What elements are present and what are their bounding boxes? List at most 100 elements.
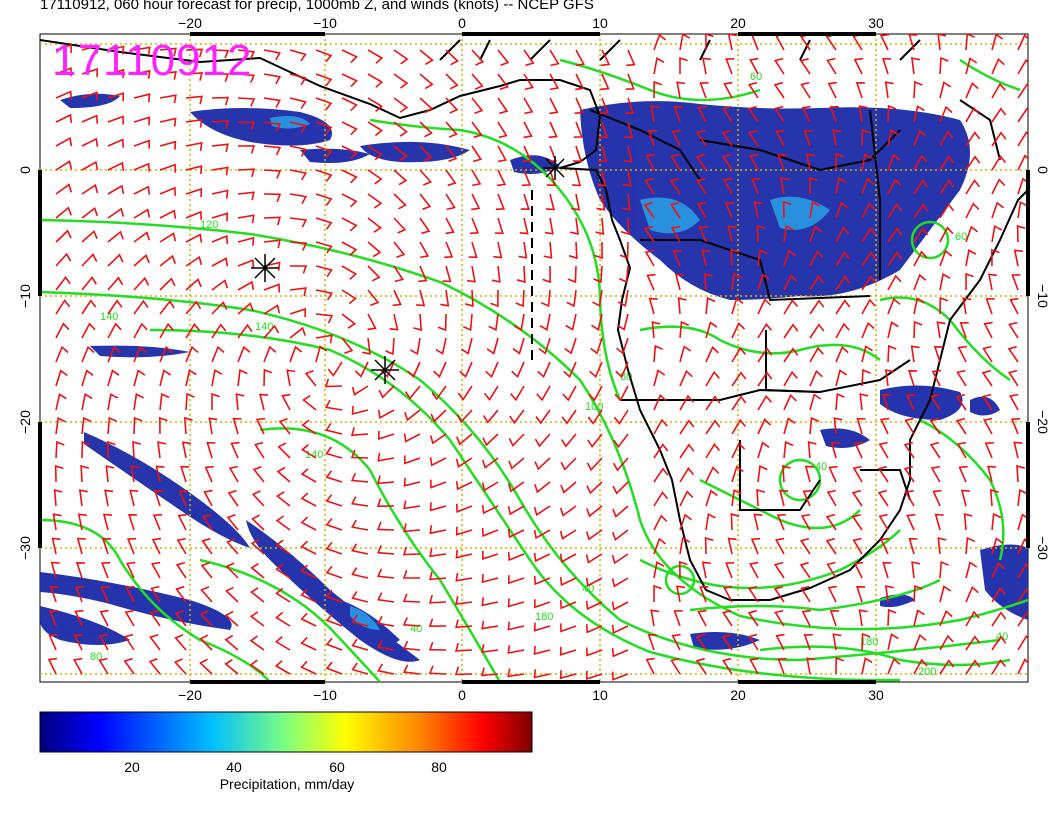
wind-barb (538, 337, 551, 355)
contour-label: 180 (860, 636, 878, 648)
wind-barb (130, 465, 140, 483)
wind-barb (235, 393, 245, 411)
wind-barb (756, 488, 766, 507)
wind-barb (1009, 297, 1019, 315)
wind-barb (981, 393, 993, 411)
wind-barb (457, 385, 473, 401)
wind-barb (623, 145, 633, 163)
wind-barb (98, 657, 109, 675)
wind-barb (783, 347, 799, 363)
wind-barb (679, 419, 695, 435)
wind-barb (81, 160, 99, 171)
wind-barb (497, 145, 507, 163)
wind-barb (826, 489, 837, 507)
wind-barb (593, 265, 603, 284)
wind-barb (560, 623, 577, 633)
wind-barb (237, 345, 251, 363)
wind-barb (827, 81, 837, 99)
wind-barb (300, 540, 317, 555)
wind-barb (481, 597, 499, 607)
wind-barb (861, 657, 873, 675)
wind-barb (471, 97, 484, 114)
wind-barb (748, 129, 759, 147)
wind-barb (751, 178, 761, 195)
wind-barb (809, 299, 825, 315)
wind-barb (704, 272, 713, 291)
wind-barb (488, 313, 499, 332)
wind-barb (211, 323, 227, 339)
wind-barb (133, 93, 151, 103)
wind-barb (835, 392, 845, 411)
wind-barb (159, 47, 177, 57)
wind-barb (965, 585, 979, 603)
wind-barb (533, 669, 551, 679)
wind-barb (757, 273, 770, 291)
wind-barb (403, 500, 421, 510)
wind-barb (289, 217, 308, 228)
wind-barb (861, 153, 873, 171)
lat-label: −10 (1035, 284, 1051, 308)
wind-barb (959, 322, 969, 339)
wind-barb (853, 57, 863, 75)
wind-barb (535, 409, 551, 425)
wind-barb (804, 465, 814, 483)
wind-barb (783, 299, 799, 315)
wind-barb (493, 241, 503, 259)
wind-barb (55, 43, 73, 53)
wind-barb (722, 657, 733, 675)
wind-barb (783, 323, 799, 339)
wind-barb (929, 417, 941, 435)
wind-barb (133, 416, 143, 435)
wind-barb (508, 433, 525, 447)
wind-barb (939, 634, 954, 651)
wind-barb (585, 529, 603, 541)
wind-barb (431, 385, 447, 401)
wind-barb (1017, 562, 1028, 579)
wind-barb (1017, 83, 1028, 99)
wind-barb (855, 585, 866, 603)
wind-barb (464, 289, 474, 308)
wind-barb (263, 97, 282, 108)
wind-barb (613, 433, 629, 449)
wind-barb (679, 34, 691, 51)
wind-barb (1017, 131, 1028, 147)
wind-barb (534, 433, 551, 448)
wind-barb (575, 49, 585, 67)
wind-barb (960, 489, 970, 507)
wind-barb (1017, 107, 1028, 123)
graticule (40, 34, 1028, 682)
wind-barb (159, 94, 177, 104)
wind-barb (237, 97, 256, 107)
wind-barb (855, 81, 865, 99)
wind-barb (127, 513, 138, 531)
wind-barb (1017, 58, 1028, 75)
wind-barb (107, 184, 125, 195)
wind-barb (300, 564, 317, 579)
wind-barb (325, 661, 343, 675)
wind-barb (904, 417, 915, 435)
wind-barb (774, 609, 785, 627)
wind-barb (965, 155, 981, 171)
wind-barb (672, 249, 682, 267)
wind-barb (533, 552, 551, 563)
wind-barb (237, 302, 254, 315)
wind-barb (884, 369, 894, 387)
wind-barb (491, 265, 501, 283)
lat-label: −30 (17, 536, 33, 560)
wind-barb (856, 417, 866, 435)
lat-label: 0 (17, 166, 33, 174)
wind-barb (289, 345, 303, 363)
wind-barb (159, 163, 176, 173)
wind-barb (367, 217, 382, 233)
wind-barb (676, 81, 686, 99)
wind-barb (705, 512, 716, 531)
wind-barb (133, 46, 151, 56)
wind-barb (955, 417, 967, 435)
wind-barb (522, 145, 532, 163)
wind-barb (653, 369, 666, 387)
wind-barb (416, 289, 426, 307)
wind-barb (731, 395, 747, 411)
wind-barb (618, 265, 629, 284)
wind-barb (237, 168, 256, 178)
wind-barb (250, 538, 265, 555)
